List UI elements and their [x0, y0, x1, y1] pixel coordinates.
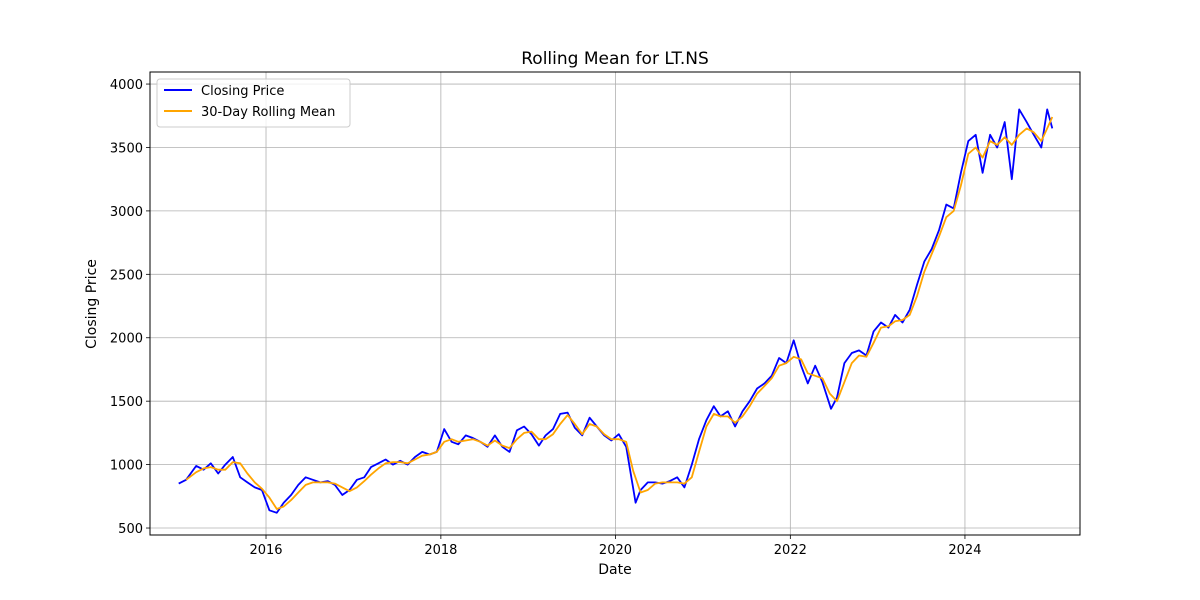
x-tick-label: 2020 [599, 543, 632, 558]
rolling-mean-line [185, 116, 1054, 510]
grid [150, 72, 1080, 535]
y-axis-ticks: 500 1000 1500 2000 2500 3000 3500 4000 [110, 78, 150, 537]
x-axis-ticks: 2016 2018 2020 2022 2024 [249, 535, 981, 558]
x-tick-label: 2018 [424, 543, 457, 558]
legend-label-closing-price: Closing Price [201, 84, 284, 99]
x-tick-label: 2022 [774, 543, 807, 558]
y-tick-label: 2500 [110, 268, 143, 283]
y-tick-label: 3500 [110, 141, 143, 156]
y-axis-title: Closing Price [84, 259, 100, 349]
y-tick-label: 500 [118, 522, 143, 537]
x-tick-label: 2024 [948, 543, 981, 558]
y-tick-label: 3000 [110, 205, 143, 220]
y-tick-label: 1500 [110, 395, 143, 410]
y-tick-label: 2000 [110, 332, 143, 347]
legend-label-rolling-mean: 30-Day Rolling Mean [201, 105, 335, 120]
x-tick-label: 2016 [249, 543, 282, 558]
plot-lines [178, 108, 1054, 514]
legend-box [156, 78, 351, 128]
plot-frame [149, 71, 1081, 536]
y-tick-label: 1000 [110, 459, 143, 474]
y-tick-label: 4000 [110, 78, 143, 93]
chart-title: Rolling Mean for LT.NS [521, 49, 709, 69]
x-axis-title: Date [598, 562, 631, 578]
closing-price-line [178, 108, 1054, 514]
legend: Closing Price 30-Day Rolling Mean [156, 78, 351, 128]
